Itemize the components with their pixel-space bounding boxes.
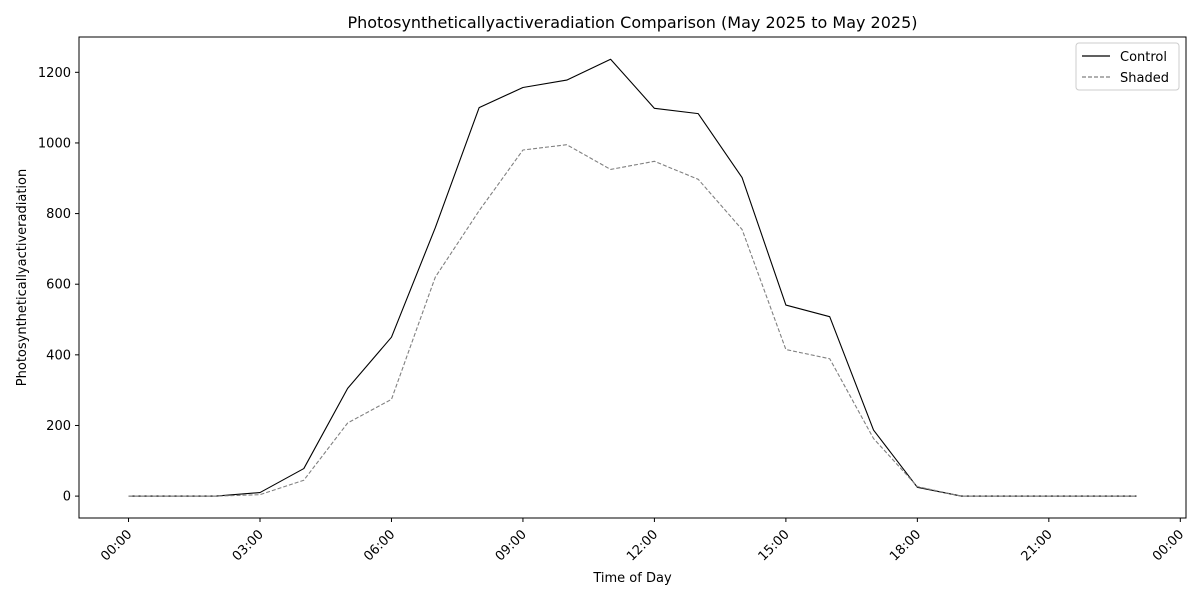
series-line-shaded xyxy=(128,144,1137,497)
x-tick-label: 15:00 xyxy=(756,527,793,564)
x-tick-label: 09:00 xyxy=(493,527,530,564)
plot-area xyxy=(128,58,1137,497)
y-axis-label: Photosyntheticallyactiveradiation xyxy=(15,169,30,386)
y-tick-label: 600 xyxy=(46,278,71,293)
x-axis: 00:00 03:00 06:00 09:00 12:00 15:00 18:00 21:00… xyxy=(98,518,1187,564)
x-axis-label: Time of Day xyxy=(592,571,672,586)
y-axis: 0 200 400 600 800 1000 1200 xyxy=(38,66,79,505)
x-tick-label: 12:00 xyxy=(624,527,661,564)
series-line-control xyxy=(128,58,1137,497)
x-tick-label: 21:00 xyxy=(1019,527,1056,564)
y-tick-label: 1200 xyxy=(38,66,71,81)
y-tick-label: 1000 xyxy=(38,136,71,151)
legend-label-control: Control xyxy=(1120,50,1167,65)
y-tick-label: 200 xyxy=(46,419,71,434)
x-tick-label: 00:00 xyxy=(1150,527,1187,564)
legend: Control Shaded xyxy=(1075,42,1180,91)
y-tick-label: 400 xyxy=(46,348,71,363)
legend-label-shaded: Shaded xyxy=(1120,71,1169,86)
x-tick-label: 03:00 xyxy=(230,527,267,564)
chart-title: Photosyntheticallyactiveradiation Compar… xyxy=(347,13,917,32)
plot-frame xyxy=(78,36,1187,519)
x-tick-label: 00:00 xyxy=(98,527,135,564)
x-tick-label: 18:00 xyxy=(887,527,924,564)
legend-box xyxy=(1075,42,1180,91)
y-tick-label: 0 xyxy=(63,490,71,505)
y-tick-label: 800 xyxy=(46,207,71,222)
x-tick-label: 06:00 xyxy=(361,527,398,564)
